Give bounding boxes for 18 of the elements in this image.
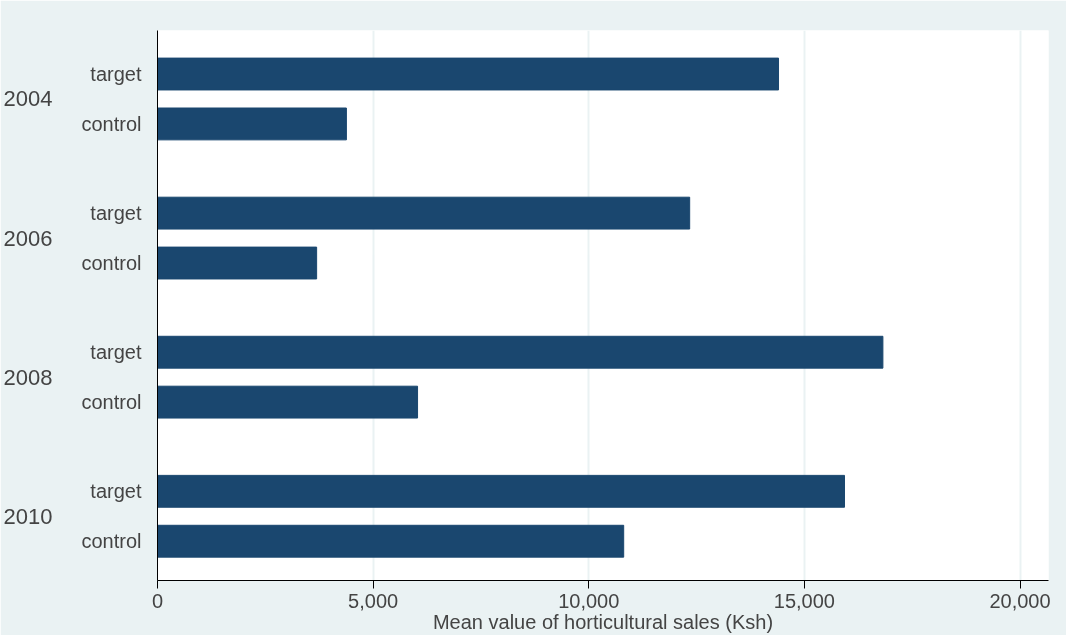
y-tick-label: target bbox=[90, 480, 142, 503]
y-tick-label: target bbox=[90, 63, 142, 86]
y-tick-label: control bbox=[81, 252, 142, 275]
text: 2010 bbox=[3, 503, 53, 529]
x-tick-label: 5,000 bbox=[348, 589, 399, 612]
y-tick-label: control bbox=[81, 530, 142, 553]
x-tick-label: 0 bbox=[151, 589, 164, 612]
y-tick-label: target bbox=[90, 341, 142, 364]
text: 2006 bbox=[3, 225, 53, 251]
y-tick-label: control bbox=[81, 391, 142, 414]
x-axis-title: Mean value of horticultural sales (Ksh) bbox=[432, 610, 774, 633]
x-tick-label: 15,000 bbox=[773, 589, 835, 612]
x-tick-label: 20,000 bbox=[989, 589, 1051, 612]
y-tick-label: target bbox=[90, 202, 142, 225]
text: 2008 bbox=[3, 364, 53, 390]
y-tick-label: control bbox=[81, 112, 142, 135]
x-tick-label: 10,000 bbox=[558, 589, 620, 612]
text: 2004 bbox=[3, 86, 53, 112]
